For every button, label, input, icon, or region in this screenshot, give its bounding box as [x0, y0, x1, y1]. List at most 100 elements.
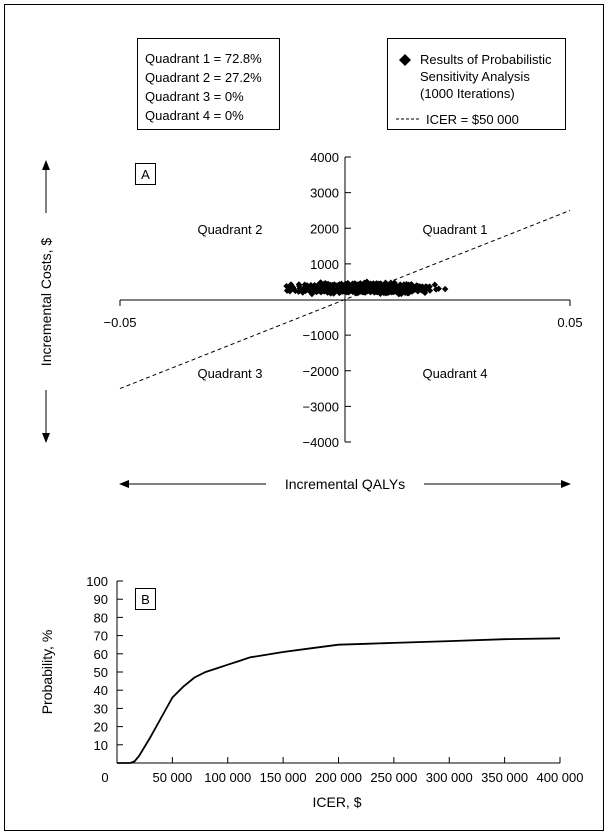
b-y-tick-label: 70 [94, 629, 108, 644]
b-y-tick-label: 30 [94, 701, 108, 716]
y-tick-label: 2000 [310, 221, 339, 236]
b-x-tick-label: 200 000 [315, 770, 362, 785]
scatter-point [325, 285, 333, 293]
b-x-tick-label: 350 000 [481, 770, 528, 785]
b-x-tick-label: 0 [101, 770, 108, 785]
scatter-point [435, 285, 442, 292]
scatter-point [296, 285, 303, 292]
scatter-point [373, 286, 380, 293]
legend-line-label: ICER = $50 000 [426, 112, 519, 127]
legend-diamond-marker [399, 54, 411, 66]
scatter-point [363, 281, 370, 288]
legend-scatter-label: (1000 Iterations) [420, 86, 515, 101]
b-x-tick-label: 150 000 [260, 770, 307, 785]
scatter-point [346, 282, 354, 290]
scatter-points [283, 278, 449, 298]
x-axis-label: Incremental QALYs [285, 476, 405, 492]
y-tick-label: 4000 [310, 150, 339, 165]
scatter-point [320, 280, 328, 287]
scatter-point [396, 282, 403, 290]
y-tick-label: 1000 [310, 257, 339, 272]
y-tick-label: 3000 [310, 186, 339, 201]
scatter-point [395, 291, 403, 298]
panel-label-b: B [141, 592, 150, 607]
y-tick-label: −3000 [302, 399, 339, 414]
scatter-point [307, 286, 314, 293]
b-y-tick-label: 80 [94, 610, 108, 625]
b-y-tick-label: 50 [94, 665, 108, 680]
y-axis-label: Incremental Costs, $ [38, 238, 54, 367]
panel-b: 10 20 30 40 50 60 70 80 90 100 0 50 000 100 000 150 … [39, 574, 584, 810]
scatter-point [360, 288, 368, 296]
scatter-point [352, 285, 359, 292]
scatter-point [307, 282, 315, 289]
x-tick-label: 0.05 [557, 315, 582, 330]
legend-box [387, 38, 566, 130]
scatter-point [286, 288, 294, 295]
b-x-axis-label: ICER, $ [312, 794, 361, 810]
scatter-point [441, 285, 449, 293]
quadrant-stat: Quadrant 1 = 72.8% [145, 51, 262, 66]
quadrant-stats-box [137, 38, 280, 130]
legend-scatter-label: Results of Probabilistic [420, 52, 552, 67]
quadrant-stat: Quadrant 2 = 27.2% [145, 70, 262, 85]
x-arrow-right-icon [561, 480, 571, 488]
scatter-point [299, 289, 306, 296]
b-y-tick-label: 60 [94, 647, 108, 662]
b-y-ticks: 10 20 30 40 50 60 70 80 90 100 [86, 574, 123, 753]
legend-scatter-label: Sensitivity Analysis [420, 69, 530, 84]
y-arrow-up-icon [42, 160, 50, 170]
scatter-point [317, 289, 325, 296]
panel-label-box [135, 163, 156, 185]
scatter-point [286, 284, 293, 291]
b-x-tick-label: 100 000 [204, 770, 251, 785]
panel-label: A [141, 167, 150, 182]
b-y-tick-label: 100 [86, 574, 108, 589]
scatter-point [295, 281, 303, 288]
scatter-point [301, 284, 309, 292]
scatter-point [403, 286, 410, 293]
panel-a: Quadrant 1 = 72.8% Quadrant 2 = 27.2% Qu… [38, 38, 583, 492]
acceptability-curve [117, 637, 561, 764]
b-y-tick-label: 90 [94, 592, 108, 607]
scatter-point [345, 288, 353, 296]
figure-border [4, 4, 604, 831]
scatter-point [389, 287, 396, 295]
y-ticks: 4000 3000 2000 1000 −1000 −2000 −3000 −4000 [302, 150, 351, 450]
panel-label-b-box [135, 588, 156, 610]
scatter-point [431, 281, 439, 288]
b-x-ticks: 0 50 000 100 000 150 000 200 000 250 000 300 0… [101, 757, 584, 785]
b-y-tick-label: 10 [94, 738, 108, 753]
b-y-tick-label: 20 [94, 720, 108, 735]
b-x-tick-label: 250 000 [370, 770, 417, 785]
scatter-point [382, 286, 389, 294]
scatter-point [340, 286, 347, 293]
x-tick-label: −0.05 [104, 315, 137, 330]
scatter-point [388, 282, 395, 290]
scatter-point [356, 280, 363, 288]
scatter-point [378, 286, 385, 293]
y-tick-label: −2000 [302, 364, 339, 379]
scatter-point [336, 281, 343, 288]
scatter-point [416, 283, 423, 290]
scatter-point [380, 282, 388, 289]
y-tick-label: −1000 [302, 328, 339, 343]
b-x-tick-label: 300 000 [426, 770, 473, 785]
y-arrow-down-icon [42, 433, 50, 443]
b-y-tick-label: 40 [94, 683, 108, 698]
scatter-point [423, 285, 430, 292]
x-arrow-left-icon [119, 480, 129, 488]
icer-threshold-line [119, 209, 571, 390]
quadrant-stat: Quadrant 4 = 0% [145, 108, 244, 123]
quadrant-2-label: Quadrant 2 [197, 222, 262, 237]
y-tick-label: −4000 [302, 435, 339, 450]
b-y-axis-label: Probability, % [39, 630, 55, 715]
quadrant-3-label: Quadrant 3 [197, 366, 262, 381]
b-x-tick-label: 50 000 [152, 770, 192, 785]
quadrant-stat: Quadrant 3 = 0% [145, 89, 244, 104]
quadrant-1-label: Quadrant 1 [422, 222, 487, 237]
quadrant-4-label: Quadrant 4 [422, 366, 487, 381]
b-x-tick-label: 400 000 [537, 770, 584, 785]
